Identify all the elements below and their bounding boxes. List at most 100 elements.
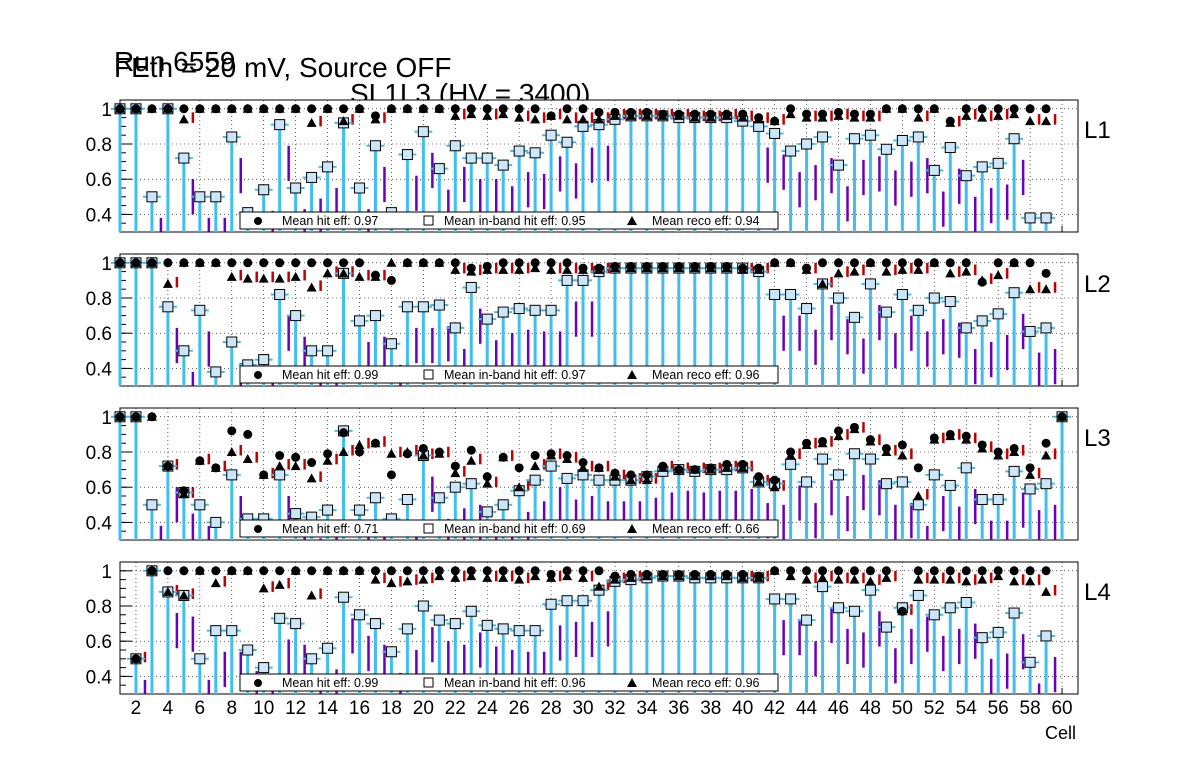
y-tick-label: 0.4 [86, 359, 113, 380]
inband-marker [833, 292, 844, 304]
inband-marker [577, 274, 589, 286]
hit-marker [402, 258, 412, 268]
x-tick-label: 20 [413, 698, 434, 719]
x-tick-label: 14 [317, 698, 339, 719]
hit-marker [466, 566, 476, 576]
inband-marker [561, 472, 573, 484]
reco-marker [578, 114, 589, 124]
x-tick-label: 44 [796, 698, 818, 719]
inband-marker [210, 516, 222, 528]
hit-marker [530, 258, 540, 268]
hit-marker [355, 104, 364, 114]
y-tick-label: 0.6 [86, 632, 112, 653]
inband-marker [1024, 212, 1036, 224]
y-tick-label: 0.4 [86, 513, 113, 534]
x-tick-label: 54 [956, 698, 978, 719]
inband-marker [354, 609, 365, 621]
hit-marker [594, 566, 604, 576]
hit-marker [770, 566, 780, 576]
hit-marker [546, 258, 556, 268]
hit-marker [530, 104, 540, 114]
reco-marker [1009, 109, 1020, 119]
x-tick-label: 12 [285, 698, 306, 719]
hit-marker [658, 109, 668, 119]
inband-marker [1024, 325, 1036, 337]
reco-marker [1041, 284, 1052, 294]
hit-marker [674, 109, 684, 119]
legend-reco-marker [627, 524, 637, 533]
reco-marker [945, 268, 956, 278]
inband-marker [497, 623, 509, 635]
hit-marker [594, 107, 604, 117]
hit-marker [610, 468, 620, 478]
hit-marker [434, 566, 444, 576]
legend-reco-marker [627, 678, 637, 687]
hit-marker [993, 104, 1003, 114]
inband-marker [290, 508, 302, 520]
reco-marker [306, 473, 317, 483]
hit-marker [259, 566, 269, 576]
reco-marker [466, 571, 477, 581]
x-tick-label: 26 [509, 698, 530, 719]
x-tick-label: 60 [1051, 698, 1072, 719]
reco-marker [1041, 116, 1052, 126]
hit-marker [370, 111, 380, 121]
hit-marker [323, 258, 333, 268]
hit-marker [578, 263, 588, 273]
inband-marker [561, 274, 573, 286]
inband-marker [465, 605, 477, 617]
layer-label: L2 [1084, 271, 1111, 298]
x-tick-label: 4 [163, 698, 174, 719]
hit-marker [339, 428, 349, 438]
hit-marker [1041, 566, 1051, 576]
hit-marker [913, 258, 923, 268]
hit-marker [642, 569, 652, 579]
y-tick-label: 1 [101, 254, 112, 275]
reco-marker [322, 268, 333, 278]
inband-marker [497, 499, 509, 511]
hit-marker [418, 104, 428, 114]
hit-marker [786, 104, 796, 114]
hit-marker [770, 258, 780, 268]
reco-marker [482, 478, 493, 488]
reco-marker [1041, 586, 1052, 596]
reco-marker [530, 571, 541, 581]
hit-marker [626, 261, 636, 271]
inband-marker [1008, 465, 1020, 477]
hit-marker [961, 258, 971, 268]
inband-marker [529, 625, 541, 637]
hit-marker [386, 470, 396, 480]
hit-marker [450, 461, 460, 471]
hit-marker [961, 566, 971, 576]
reco-marker [514, 264, 525, 274]
inband-marker [912, 499, 924, 511]
inband-marker [401, 149, 413, 161]
reco-marker [450, 468, 461, 478]
inband-marker [545, 598, 557, 610]
hit-marker [977, 277, 987, 287]
hit-marker [865, 109, 875, 119]
hit-marker [323, 566, 333, 576]
inband-marker [960, 322, 972, 334]
inband-marker [1040, 322, 1052, 334]
reco-marker [418, 450, 429, 460]
hit-marker [434, 258, 444, 268]
x-tick-label: 34 [636, 698, 658, 719]
inband-marker [513, 625, 525, 637]
hit-marker [163, 104, 173, 114]
hit-marker [945, 116, 955, 126]
hit-marker [802, 263, 812, 273]
reco-marker [498, 572, 509, 582]
inband-marker [928, 164, 940, 176]
reco-marker [178, 114, 189, 124]
hit-marker [514, 258, 524, 268]
reco-marker [530, 461, 541, 471]
reco-marker [514, 482, 525, 492]
inband-marker [449, 618, 461, 630]
hit-marker [818, 109, 828, 119]
x-tick-label: 22 [445, 698, 466, 719]
hit-marker [658, 461, 668, 471]
legend-hit-marker [254, 679, 262, 687]
hit-marker [594, 263, 604, 273]
hit-marker [546, 569, 556, 579]
